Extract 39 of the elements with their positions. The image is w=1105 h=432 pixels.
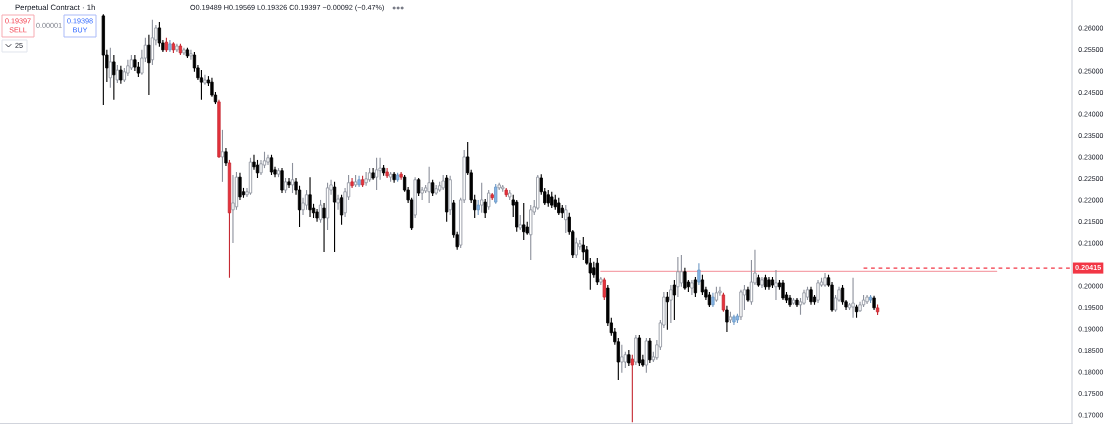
candlestick [150,19,155,66]
candlestick [322,202,326,253]
candlestick [350,177,354,189]
candlestick [332,181,337,253]
candlestick [280,167,284,194]
candlestick [690,279,694,296]
candlestick [287,177,291,189]
candlestick [700,274,705,296]
candlestick [672,279,677,321]
candlestick [816,279,820,304]
candlestick [308,176,312,218]
candlestick [336,194,340,211]
candlestick [224,147,228,167]
candlestick [676,256,680,298]
candlestick [231,174,235,244]
candlestick [693,276,698,298]
candlestick [483,198,487,219]
candlestick [781,279,785,301]
candlestick [774,269,778,301]
candlestick [147,34,151,96]
candlestick [420,186,424,201]
candlestick [697,262,701,286]
candlestick [679,254,684,288]
candlestick [199,69,204,101]
candlestick [220,129,225,183]
candlestick [112,54,116,101]
candlestick [189,49,193,61]
candlestick [238,172,242,201]
candlestick [669,284,673,324]
candlestick [630,354,634,423]
candlestick [564,204,568,234]
candlestick [721,292,726,313]
candlestick [385,167,389,179]
candlestick [304,189,309,211]
candlestick [574,237,578,259]
candlestick [157,21,162,48]
candlestick [416,177,421,197]
candlestick [809,286,813,306]
candlestick [480,182,484,214]
